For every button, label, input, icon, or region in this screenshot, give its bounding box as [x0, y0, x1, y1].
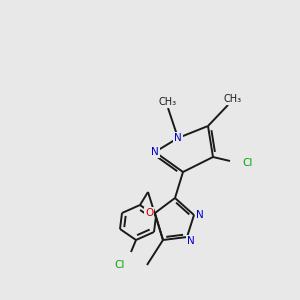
Text: N: N: [151, 147, 159, 157]
Text: Cl: Cl: [115, 260, 125, 270]
Text: CH₃: CH₃: [159, 97, 177, 107]
Text: CH₃: CH₃: [224, 94, 242, 104]
Text: O: O: [145, 208, 153, 218]
Text: N: N: [174, 133, 182, 143]
Text: Cl: Cl: [243, 158, 253, 168]
Text: N: N: [196, 210, 204, 220]
Text: N: N: [187, 236, 195, 246]
